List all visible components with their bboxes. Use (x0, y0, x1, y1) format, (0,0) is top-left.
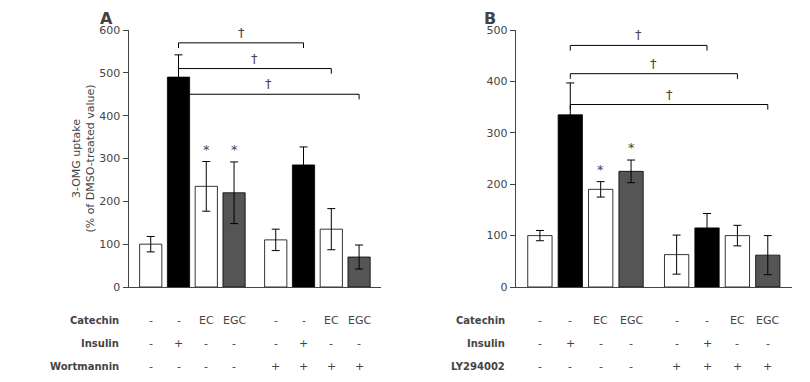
svg-text:EC: EC (324, 314, 339, 327)
svg-text:*: * (628, 140, 635, 155)
svg-text:Catechin: Catechin (70, 315, 119, 326)
svg-text:600: 600 (99, 24, 120, 37)
svg-text:Wortmannin: Wortmannin (50, 361, 119, 372)
svg-text:EGC: EGC (620, 314, 643, 327)
svg-text:+: + (733, 360, 742, 373)
svg-text:100: 100 (486, 229, 507, 242)
svg-text:EGC: EGC (756, 314, 779, 327)
svg-text:-: - (302, 314, 306, 327)
svg-text:†: † (265, 76, 272, 91)
svg-text:*: * (231, 142, 238, 157)
svg-text:-: - (149, 360, 153, 373)
svg-text:†: † (238, 25, 245, 40)
svg-text:+: + (271, 360, 280, 373)
svg-text:100: 100 (99, 238, 120, 251)
svg-text:+: + (299, 360, 308, 373)
svg-text:-: - (599, 360, 603, 373)
svg-text:300: 300 (486, 127, 507, 140)
svg-text:-: - (177, 360, 181, 373)
svg-text:-: - (735, 337, 739, 350)
svg-text:EC: EC (593, 314, 608, 327)
svg-text:-: - (149, 314, 153, 327)
svg-text:EGC: EGC (348, 314, 371, 327)
svg-text:+: + (355, 360, 364, 373)
svg-text:†: † (251, 51, 258, 66)
svg-text:+: + (672, 360, 681, 373)
svg-text:*: * (203, 142, 210, 157)
svg-text:0: 0 (113, 281, 120, 294)
svg-text:+: + (174, 337, 183, 350)
svg-text:-: - (329, 337, 333, 350)
svg-text:+: + (763, 360, 772, 373)
svg-text:400: 400 (99, 110, 120, 123)
svg-text:†: † (635, 27, 642, 42)
svg-text:-: - (538, 314, 542, 327)
svg-text:+: + (299, 337, 308, 350)
svg-text:-: - (204, 360, 208, 373)
svg-text:0: 0 (500, 281, 507, 294)
svg-text:200: 200 (486, 178, 507, 191)
svg-text:Insulin: Insulin (467, 338, 505, 349)
svg-text:+: + (566, 337, 575, 350)
svg-text:B: B (484, 9, 496, 28)
svg-text:3-OMG uptake(% of DMSO-treated: 3-OMG uptake(% of DMSO-treated value) (70, 84, 97, 232)
svg-text:+: + (703, 337, 712, 350)
svg-text:-: - (538, 360, 542, 373)
svg-text:-: - (599, 337, 603, 350)
svg-text:*: * (597, 162, 604, 177)
svg-text:A: A (100, 9, 113, 28)
svg-text:Catechin: Catechin (456, 315, 505, 326)
svg-text:+: + (327, 360, 336, 373)
svg-text:-: - (568, 314, 572, 327)
svg-text:-: - (149, 337, 153, 350)
svg-text:-: - (232, 337, 236, 350)
svg-text:-: - (274, 314, 278, 327)
svg-text:400: 400 (486, 75, 507, 88)
svg-text:200: 200 (99, 195, 120, 208)
svg-text:-: - (705, 314, 709, 327)
svg-text:EC: EC (199, 314, 214, 327)
svg-text:-: - (568, 360, 572, 373)
svg-text:-: - (204, 337, 208, 350)
svg-text:+: + (703, 360, 712, 373)
svg-text:-: - (357, 337, 361, 350)
svg-text:-: - (766, 337, 770, 350)
svg-text:500: 500 (486, 24, 507, 37)
svg-text:EC: EC (730, 314, 745, 327)
svg-text:-: - (629, 337, 633, 350)
svg-text:-: - (177, 314, 181, 327)
svg-text:-: - (629, 360, 633, 373)
svg-text:-: - (675, 314, 679, 327)
svg-text:†: † (650, 56, 657, 71)
svg-text:Insulin: Insulin (81, 338, 119, 349)
svg-text:500: 500 (99, 67, 120, 80)
svg-text:-: - (675, 337, 679, 350)
svg-text:EGC: EGC (223, 314, 246, 327)
svg-text:-: - (538, 337, 542, 350)
svg-text:-: - (274, 337, 278, 350)
svg-text:LY294002: LY294002 (451, 361, 505, 372)
svg-text:-: - (232, 360, 236, 373)
svg-text:†: † (666, 87, 673, 102)
svg-text:300: 300 (99, 152, 120, 165)
